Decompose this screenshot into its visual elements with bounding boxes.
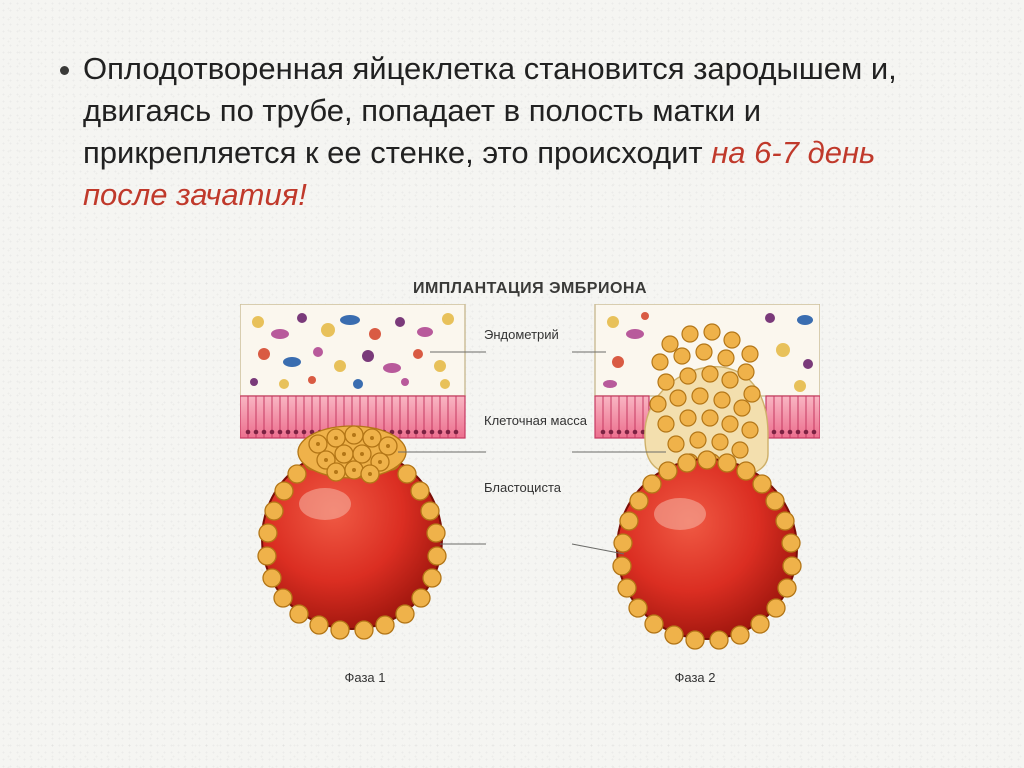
panel-phase2: Фаза 2 [570, 304, 820, 685]
figure-title: ИМПЛАНТАЦИЯ ЭМБРИОНА [240, 280, 820, 298]
bullet-dot-icon [60, 66, 69, 75]
figure-panels: Фаза 1 Эндометрий Клеточная масса Бласто… [240, 304, 820, 685]
figure: ИМПЛАНТАЦИЯ ЭМБРИОНА [240, 280, 820, 720]
phase1-label: Фаза 1 [240, 670, 490, 685]
bullet-text: Оплодотворенная яйцеклетка становится за… [83, 48, 964, 215]
panel-phase1: Фаза 1 [240, 304, 490, 685]
phase2-label: Фаза 2 [570, 670, 820, 685]
phase2-svg [570, 304, 820, 664]
bullet-item: Оплодотворенная яйцеклетка становится за… [60, 48, 964, 215]
slide: Оплодотворенная яйцеклетка становится за… [0, 0, 1024, 768]
phase1-svg [240, 304, 490, 664]
